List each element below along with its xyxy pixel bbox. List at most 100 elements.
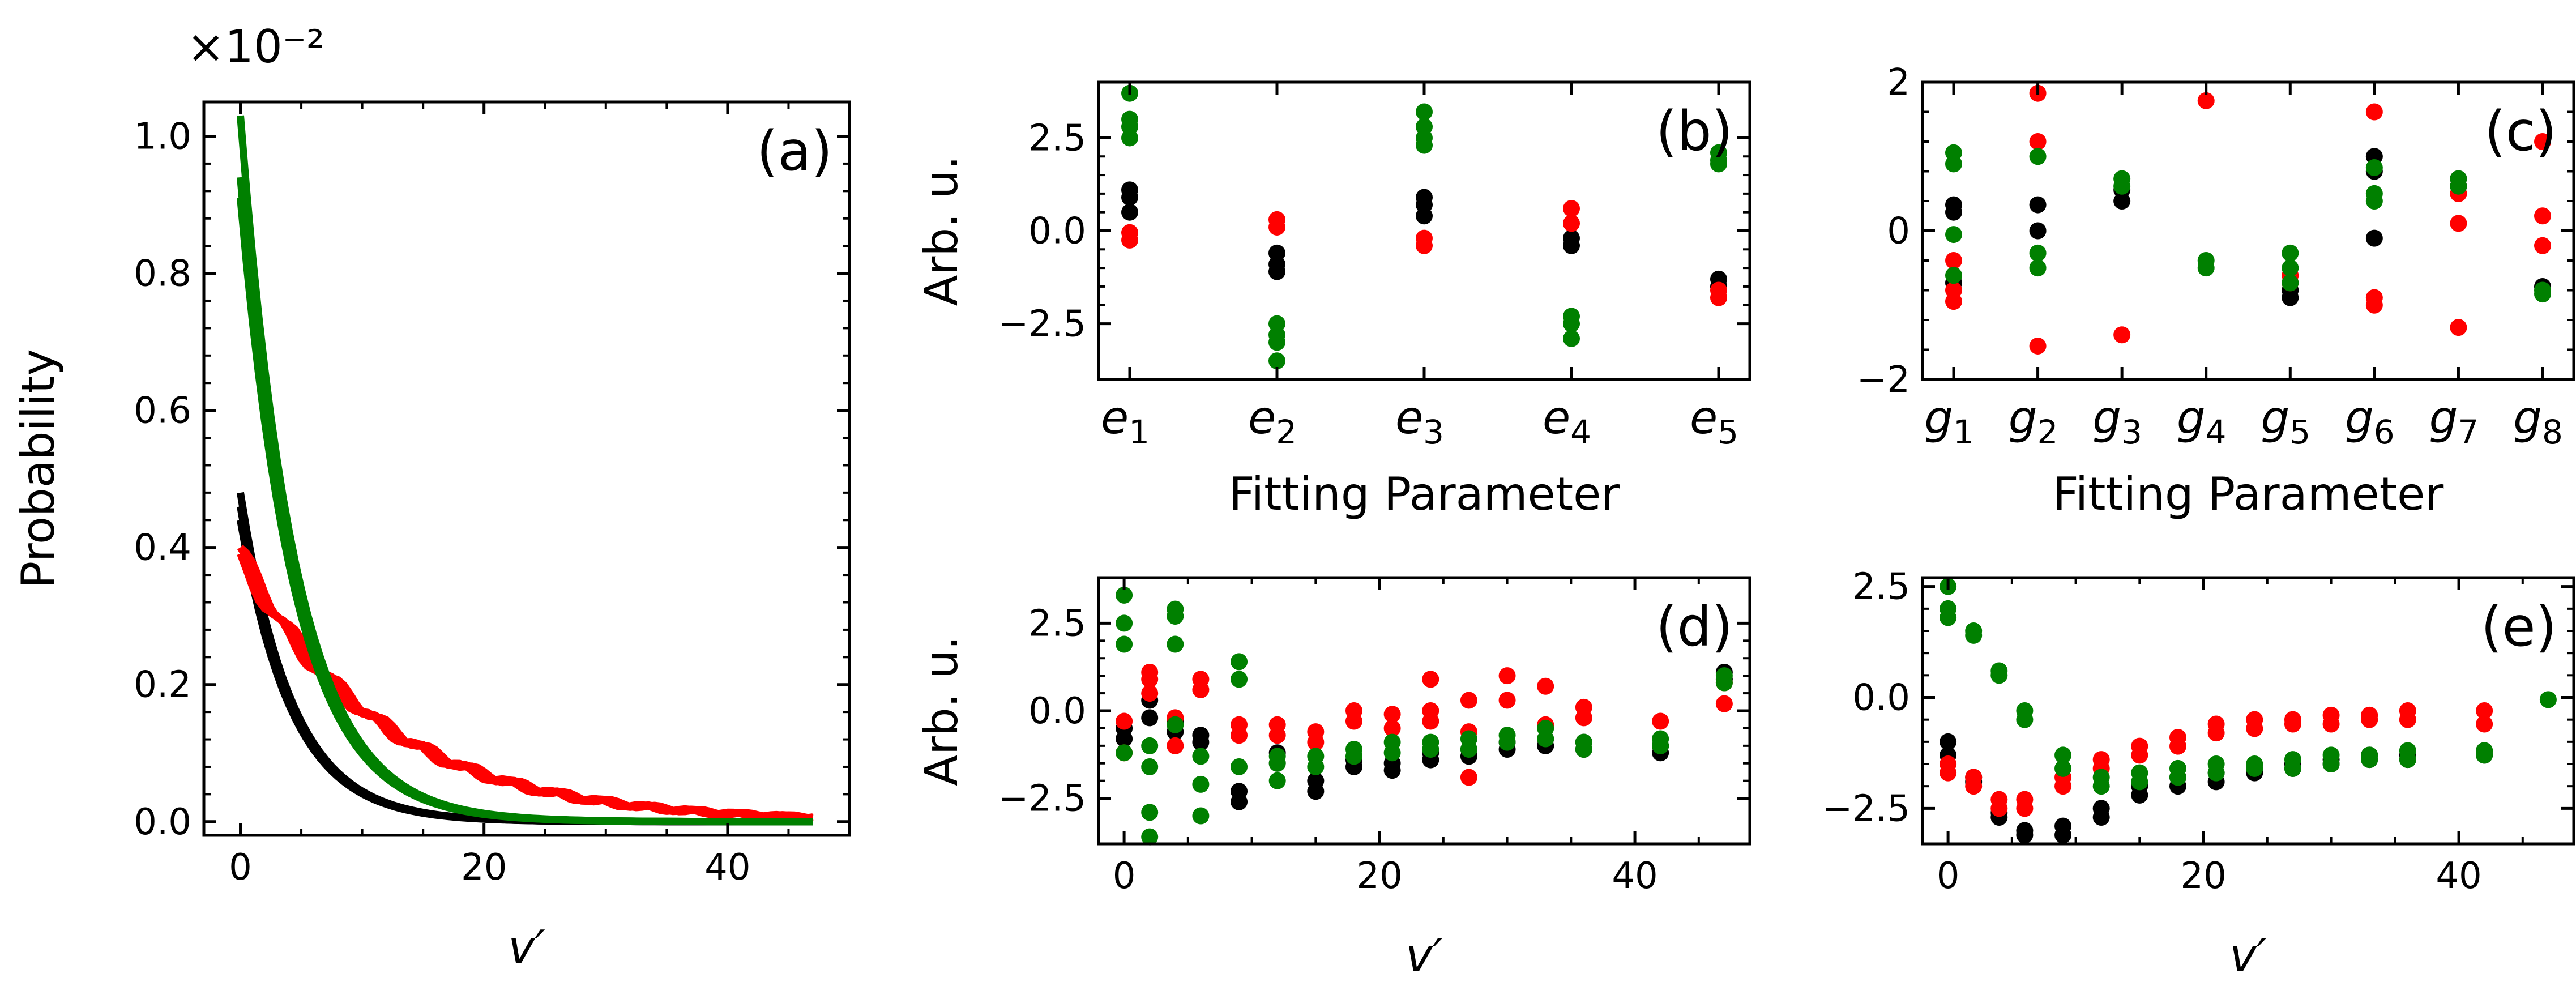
category-base: g xyxy=(2261,391,2289,444)
data-point xyxy=(2284,715,2301,733)
data-point xyxy=(1710,155,1727,173)
data-point xyxy=(2361,751,2378,769)
data-point xyxy=(1141,685,1159,702)
data-point xyxy=(1940,609,1957,626)
data-point xyxy=(1460,741,1477,758)
data-point xyxy=(1383,719,1401,737)
data-point xyxy=(2450,215,2467,232)
category-label: e3 xyxy=(1395,391,1444,451)
y-multiplier: ×10⁻² xyxy=(187,20,324,73)
data-point xyxy=(1268,772,1286,789)
data-point xyxy=(1121,203,1138,221)
category-subscript: 5 xyxy=(2289,413,2310,451)
category-label: g1 xyxy=(1924,391,1974,451)
category-base: e xyxy=(1690,391,1718,444)
panel-b-frame xyxy=(1097,80,1751,381)
y-tick-label: 2.5 xyxy=(1852,566,1910,608)
data-point xyxy=(1268,754,1286,772)
data-point xyxy=(1940,764,1957,782)
data-point xyxy=(1383,744,1401,762)
data-point xyxy=(1268,334,1285,351)
data-point xyxy=(2365,159,2383,176)
category-base: e xyxy=(1248,391,1276,444)
data-point xyxy=(1192,775,1210,793)
data-point xyxy=(1345,712,1362,730)
y-tick-label: −2.5 xyxy=(1822,788,1910,830)
y-tick-label: −2.5 xyxy=(998,778,1086,820)
panel-label-c: (c) xyxy=(2484,100,2557,163)
category-subscript: 2 xyxy=(1276,413,1297,451)
data-point xyxy=(1945,267,1962,284)
x-tick-label: 20 xyxy=(461,847,507,889)
category-label: e2 xyxy=(1248,391,1297,451)
data-point xyxy=(1563,330,1580,347)
data-point xyxy=(1167,716,1184,733)
data-point xyxy=(2365,296,2383,314)
data-point xyxy=(1167,635,1184,653)
x-axis-label: Fitting Parameter xyxy=(2053,468,2444,520)
data-point xyxy=(2029,196,2047,214)
data-point xyxy=(1965,626,1983,644)
data-point xyxy=(1116,614,1133,632)
data-point xyxy=(2029,222,2047,240)
data-point xyxy=(1116,744,1133,762)
category-subscript: 1 xyxy=(1953,413,1974,451)
data-point xyxy=(1268,218,1285,236)
data-point xyxy=(1141,671,1159,688)
y-tick-label: 0.4 xyxy=(134,527,191,569)
category-label: g5 xyxy=(2261,391,2310,451)
data-point xyxy=(1383,706,1401,723)
series-red xyxy=(1116,663,1733,786)
data-point xyxy=(2016,826,2034,844)
data-point xyxy=(2169,769,2186,786)
data-point xyxy=(2131,786,2148,804)
y-tick-label: −2.5 xyxy=(998,304,1086,345)
category-subscript: 4 xyxy=(1570,413,1591,451)
y-tick-label: 0.6 xyxy=(134,390,191,432)
y-tick-label: 0 xyxy=(1887,211,1910,253)
category-subscript: 7 xyxy=(2458,413,2479,451)
data-point xyxy=(2539,691,2557,708)
data-point xyxy=(1416,136,1433,154)
panel-label-a: (a) xyxy=(757,119,832,183)
category-base: g xyxy=(2429,391,2458,444)
y-tick-label: 1.0 xyxy=(134,116,191,158)
data-point xyxy=(1715,695,1733,712)
data-point xyxy=(1121,231,1138,249)
x-tick-label: 0 xyxy=(1113,855,1136,897)
data-point xyxy=(1141,737,1159,754)
data-point xyxy=(1945,155,1962,173)
data-point xyxy=(2054,759,2072,777)
series-line xyxy=(237,552,814,822)
data-point xyxy=(2016,711,2034,728)
data-point xyxy=(1121,189,1138,206)
category-label: e4 xyxy=(1543,391,1591,451)
data-point xyxy=(2197,259,2215,277)
data-point xyxy=(2399,751,2416,769)
data-point xyxy=(1141,804,1159,821)
data-point xyxy=(2450,319,2467,336)
data-point xyxy=(1710,289,1727,306)
category-base: e xyxy=(1543,391,1570,444)
data-point xyxy=(1231,793,1248,810)
y-axis-label: Probability xyxy=(12,349,65,588)
data-point xyxy=(2197,92,2215,109)
data-point xyxy=(2534,237,2551,254)
data-point xyxy=(1192,748,1210,765)
data-point xyxy=(2476,715,2493,733)
data-point xyxy=(1307,758,1325,775)
data-point xyxy=(1537,677,1554,695)
y-tick-label: 2.5 xyxy=(1028,117,1086,159)
data-point xyxy=(2365,229,2383,247)
data-point xyxy=(2282,244,2299,262)
data-point xyxy=(2131,746,2148,764)
data-point xyxy=(1945,226,1962,244)
x-axis-label: v′ xyxy=(508,921,545,974)
series-red xyxy=(1945,84,2551,355)
series-red xyxy=(1940,702,2493,817)
data-point xyxy=(2169,737,2186,755)
data-point xyxy=(1945,203,1962,221)
category-subscript: 6 xyxy=(2374,413,2395,451)
data-point xyxy=(2476,746,2493,764)
data-point xyxy=(2029,133,2047,150)
